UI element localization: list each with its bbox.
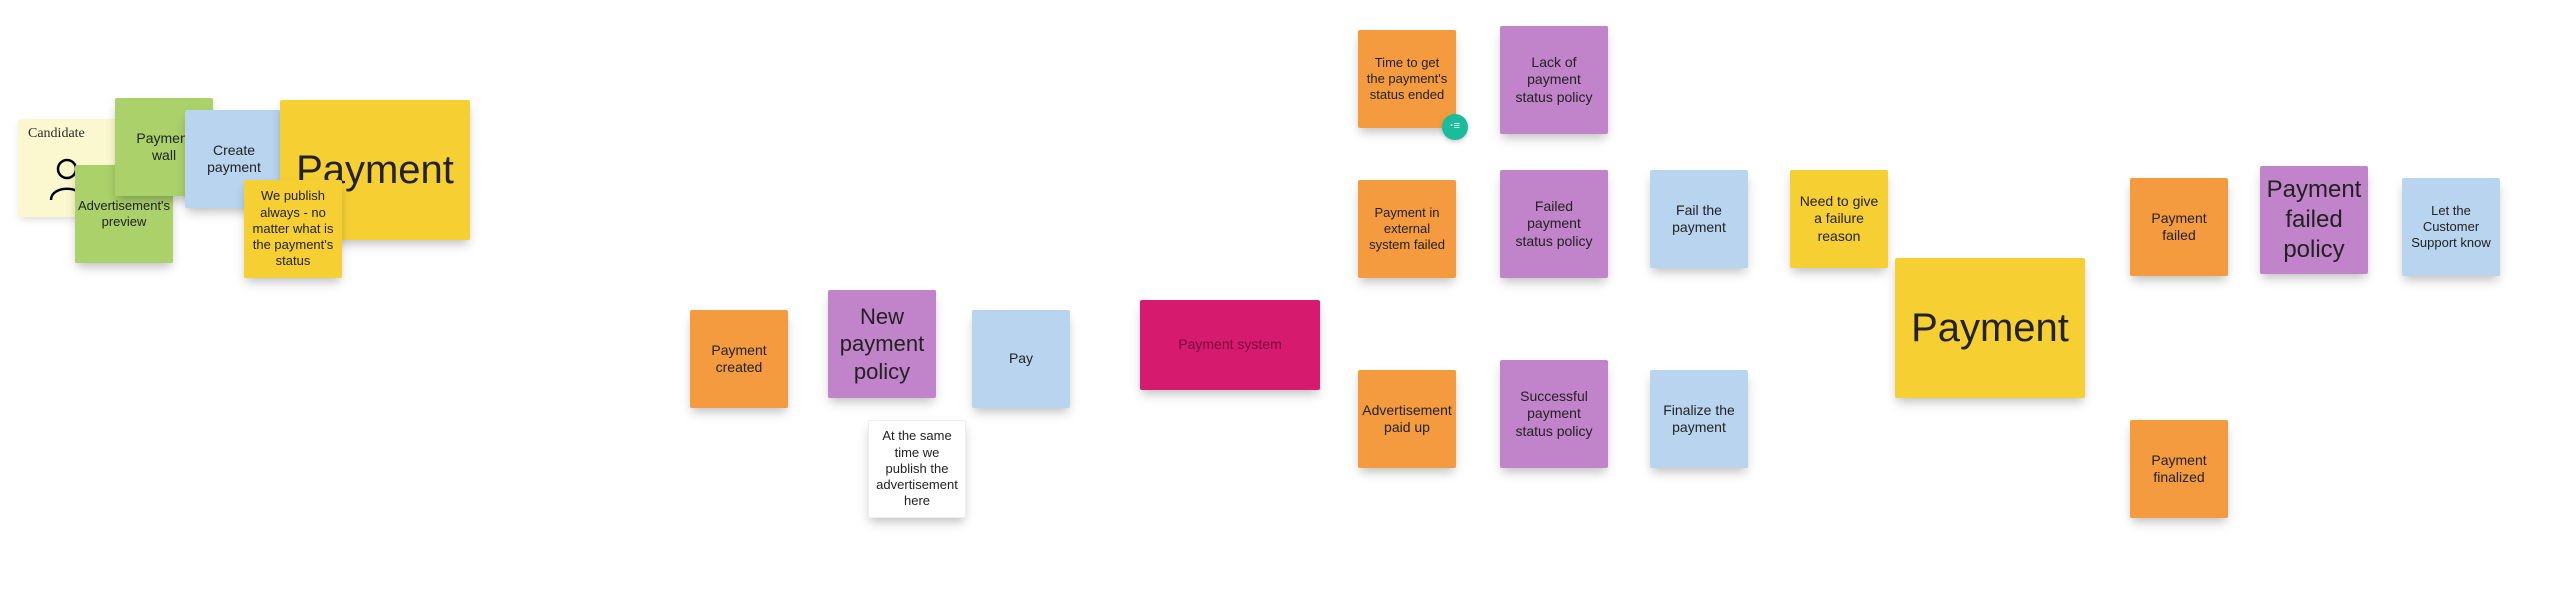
sticky-label: Need to give a failure reason [1798,193,1880,246]
event-storming-canvas: { "diagram": { "type": "event-storming-s… [0,0,2560,599]
sticky-finalize-cmd[interactable]: Finalize the payment [1650,370,1748,468]
sticky-payment-agg-2[interactable]: Payment [1895,258,2085,398]
sticky-let-cs-know[interactable]: Let the Customer Support know [2402,178,2500,276]
sticky-label: Payment failed policy [2267,175,2362,265]
sticky-label: Payment system [1178,336,1281,354]
sticky-fail-cmd[interactable]: Fail the payment [1650,170,1748,268]
sticky-label: Failed payment status policy [1508,198,1600,251]
sticky-payment-failed[interactable]: Payment failed [2130,178,2228,276]
sticky-label: Advertisement paid up [1362,402,1451,437]
sticky-label: Payment created [698,342,780,377]
sticky-ad-paid-up[interactable]: Advertisement paid up [1358,370,1456,468]
sticky-label: At the same time we publish the advertis… [876,428,958,509]
sticky-label: Pay [1009,350,1033,368]
timer-icon [1442,114,1468,140]
sticky-fail-reason[interactable]: Need to give a failure reason [1790,170,1888,268]
sticky-label: New payment policy [836,303,928,386]
sticky-label: We publish always - no matter what is th… [252,188,334,269]
sticky-ext-failed[interactable]: Payment in external system failed [1358,180,1456,278]
sticky-pay-failed-pol[interactable]: Payment failed policy [2260,166,2368,274]
sticky-label: Payment [1911,303,2069,353]
sticky-payment-final[interactable]: Payment finalized [2130,420,2228,518]
sticky-label: Time to get the payment's status ended [1366,55,1448,104]
sticky-publish-same[interactable]: At the same time we publish the advertis… [868,420,966,518]
sticky-failed-policy[interactable]: Failed payment status policy [1500,170,1608,278]
sticky-publish-note[interactable]: We publish always - no matter what is th… [244,180,342,278]
sticky-status-ended[interactable]: Time to get the payment's status ended [1358,30,1456,128]
sticky-label: Finalize the payment [1658,402,1740,437]
sticky-label: Let the Customer Support know [2410,203,2492,252]
sticky-label: Payment failed [2138,210,2220,245]
sticky-lack-policy[interactable]: Lack of payment status policy [1500,26,1608,134]
sticky-payment-created[interactable]: Payment created [690,310,788,408]
sticky-payment-system[interactable]: Payment system [1140,300,1320,390]
sticky-label: Lack of payment status policy [1508,54,1600,107]
actor-label: Candidate [28,125,85,143]
sticky-new-pay-policy[interactable]: New payment policy [828,290,936,398]
sticky-success-policy[interactable]: Successful payment status policy [1500,360,1608,468]
sticky-pay-cmd[interactable]: Pay [972,310,1070,408]
sticky-label: Payment finalized [2138,452,2220,487]
sticky-label: Fail the payment [1658,202,1740,237]
sticky-label: Create payment [193,142,275,177]
sticky-label: Advertisement's preview [78,198,170,231]
sticky-label: Payment in external system failed [1366,205,1448,254]
sticky-label: Successful payment status policy [1508,388,1600,441]
